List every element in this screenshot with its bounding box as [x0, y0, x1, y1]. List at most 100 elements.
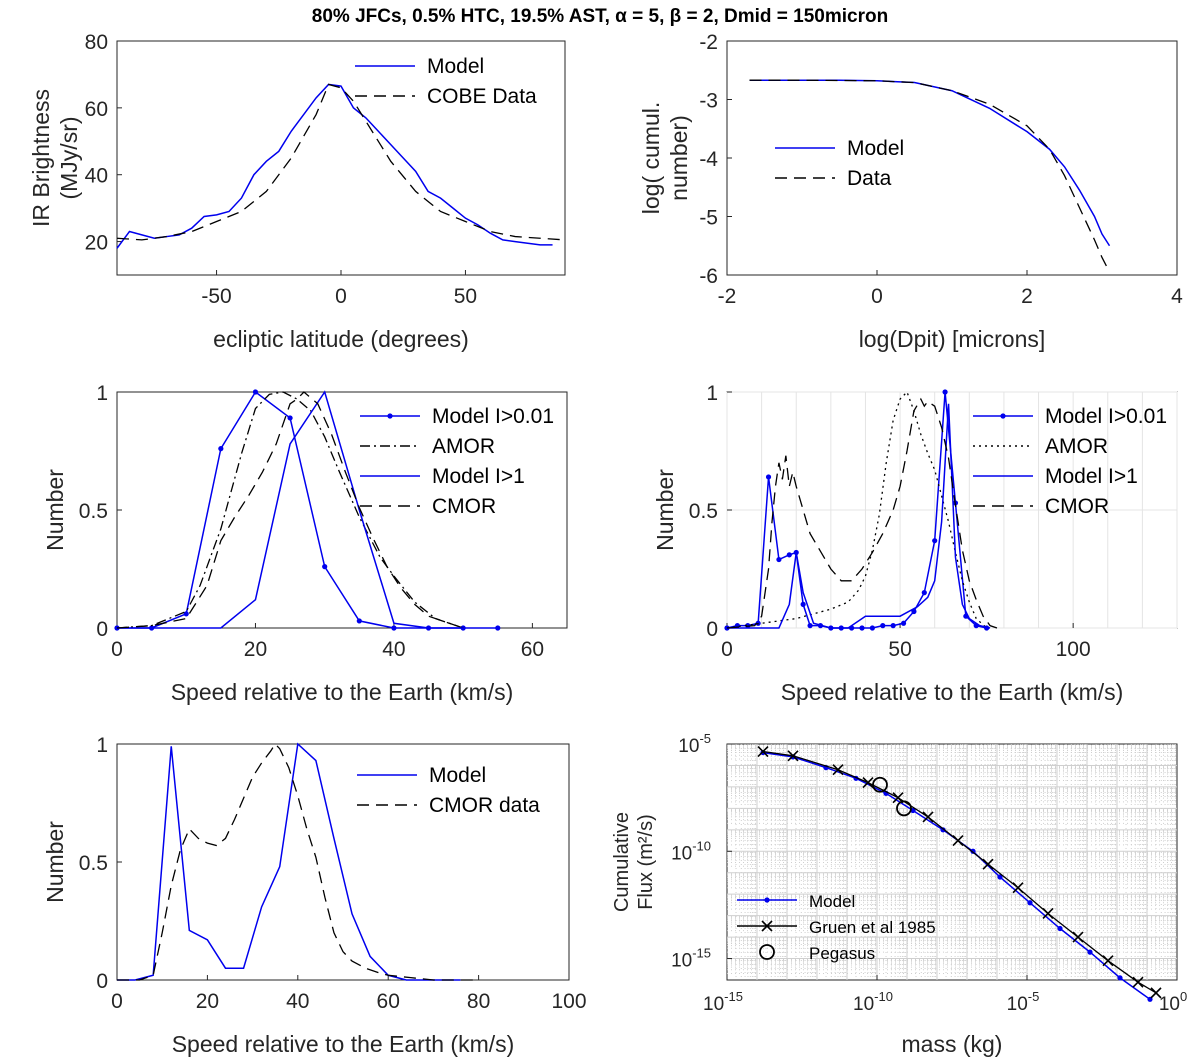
legend: Model COBE Data — [355, 55, 537, 108]
series-model-i-0-01-point — [495, 625, 501, 631]
series-gruen-et-al-1985-point — [922, 811, 934, 823]
legend: Model Gruen et al 1985 Pegasus — [737, 892, 936, 963]
series-model-point — [1057, 925, 1063, 932]
x-tick-label: -2 — [718, 285, 737, 308]
y-tick-label: 60 — [85, 98, 108, 121]
y-tick-label: -6 — [699, 265, 718, 288]
legend-cmor-data-label: CMOR data — [429, 794, 540, 817]
y-tick-label: 1 — [706, 382, 718, 405]
y-axis-label: Number — [42, 469, 68, 551]
y-tick-label: -3 — [699, 90, 718, 113]
series-model-i-1-line — [727, 403, 991, 629]
y-tick-label: 80 — [85, 31, 108, 54]
x-tick-label: 4 — [1171, 285, 1183, 308]
plot-area — [116, 40, 566, 276]
x-tick-label: 40 — [286, 990, 309, 1013]
series-model-i-0-01-point — [776, 556, 782, 563]
series-gruen-et-al-1985-point — [862, 777, 874, 789]
series-model-i-0-01-point — [921, 590, 927, 596]
series-amor-line — [116, 391, 464, 629]
x-tick-label: 60 — [377, 990, 400, 1013]
y-tick-label: 0.5 — [689, 500, 718, 523]
x-tick-label: 60 — [521, 638, 544, 661]
x-tick-label: 0 — [111, 638, 123, 661]
x-tick-label: 0 — [111, 990, 123, 1013]
x-tick-label: 100 — [551, 990, 586, 1013]
legend-model-label: Model — [809, 892, 855, 911]
series-model-i-0-01-point — [765, 474, 772, 480]
x-tick-label: 100 — [1056, 638, 1091, 661]
legend-model-marker — [764, 897, 770, 903]
series-cmor-line — [116, 391, 464, 629]
y-axis-label: Cumulative — [611, 812, 633, 912]
series-model-i-0-01-point — [356, 618, 362, 624]
y-tick-label: -4 — [699, 148, 718, 171]
chart-2: -2 0 2 4 -6 -5 -4 -3 -2 log(Dpit) [microns] log( c… — [638, 31, 1183, 352]
y-axis-label: log( cumul. — [638, 102, 664, 214]
x-axis-label: Speed relative to the Earth (km/s) — [172, 1031, 515, 1057]
legend-gruen-et-al-1985-label: Gruen et al 1985 — [809, 918, 936, 937]
series-gruen-et-al-1985-point — [1102, 955, 1114, 967]
y-tick-label: 0.5 — [79, 500, 108, 523]
y-tick-label: 20 — [85, 232, 108, 255]
series-amor-line — [726, 390, 988, 629]
series-cobe-data-line — [116, 83, 566, 241]
x-tick-label: 10-15 — [703, 989, 743, 1015]
figure-title: 80% JFCs, 0.5% HTC, 19.5% AST, α = 5, β … — [311, 6, 889, 27]
series-gruen-et-al-1985-point — [1042, 907, 1054, 920]
series-gruen-et-al-1985-point — [1150, 987, 1162, 999]
series-model-i-0-01-point — [869, 625, 875, 631]
x-tick-label: 100 — [1159, 989, 1187, 1015]
series-model-line — [117, 742, 461, 981]
x-tick-label: 0 — [721, 638, 733, 661]
x-axis-label: Speed relative to the Earth (km/s) — [781, 679, 1124, 705]
plot-area — [116, 743, 570, 981]
legend-model-i-0-01-marker — [1000, 413, 1006, 419]
y-tick-label: 10-15 — [671, 946, 711, 972]
x-tick-label: 50 — [454, 285, 477, 308]
series-gruen-et-al-1985-point — [952, 834, 964, 847]
y-tick-label: -2 — [699, 31, 718, 54]
legend: Model I>0.01 AMOR Model I>1 CMOR — [360, 405, 554, 518]
series-gruen-et-al-1985-point — [787, 750, 799, 762]
x-tick-label: 10-5 — [1007, 989, 1040, 1015]
series-model-i-0-01-point — [391, 625, 397, 631]
legend-cobe-data-label: COBE Data — [427, 85, 537, 108]
legend-model-label: Model — [429, 764, 486, 787]
legend-cmor-label: CMOR — [432, 495, 496, 518]
legend: Model I>0.01 AMOR Model I>1 CMOR — [973, 405, 1167, 518]
series-data-line — [749, 79, 1111, 273]
series-model-line — [116, 83, 553, 249]
legend-data-label: Data — [847, 167, 892, 190]
y-axis-label: number) — [666, 115, 692, 201]
y-axis-label: Number — [652, 469, 678, 551]
series-model-i-0-01-point — [890, 623, 896, 629]
legend-pegasus-label: Pegasus — [809, 944, 875, 963]
legend-model-label: Model — [847, 137, 904, 160]
legend-amor-label: AMOR — [432, 435, 495, 458]
series-pegasus-point — [896, 800, 912, 817]
x-axis-label: log(Dpit) [microns] — [859, 326, 1046, 352]
plot-area — [726, 40, 1178, 276]
series-gruen-et-al-1985-point — [832, 764, 844, 776]
chart-4: 0 50 100 0 0.5 1 Speed relative to the Earth (… — [652, 382, 1178, 705]
y-tick-label: -5 — [699, 207, 718, 230]
y-tick-label: 10-10 — [671, 838, 711, 864]
y-tick-label: 1 — [96, 734, 108, 757]
legend-model-label: Model — [427, 55, 484, 78]
legend-model-i-0-01-label: Model I>0.01 — [432, 405, 554, 428]
x-axis-label: mass (kg) — [902, 1031, 1003, 1057]
series-model-point — [1087, 949, 1093, 955]
chart-5: 0 20 40 60 80 100 0 0.5 1 Speed relative to the E… — [42, 734, 587, 1057]
legend-amor-label: AMOR — [1045, 435, 1108, 458]
series-model-i-0-01-point — [287, 415, 293, 421]
series-model-point — [1027, 900, 1033, 906]
x-tick-label: 20 — [244, 638, 267, 661]
y-tick-label: 10-5 — [678, 731, 711, 757]
legend-model-i-0-01-marker — [387, 413, 393, 419]
series-model-i-0-01-point — [786, 552, 792, 558]
series-model-point — [1117, 975, 1123, 981]
series-model-i-0-01-point — [880, 623, 886, 629]
x-tick-label: 10-10 — [853, 989, 893, 1015]
